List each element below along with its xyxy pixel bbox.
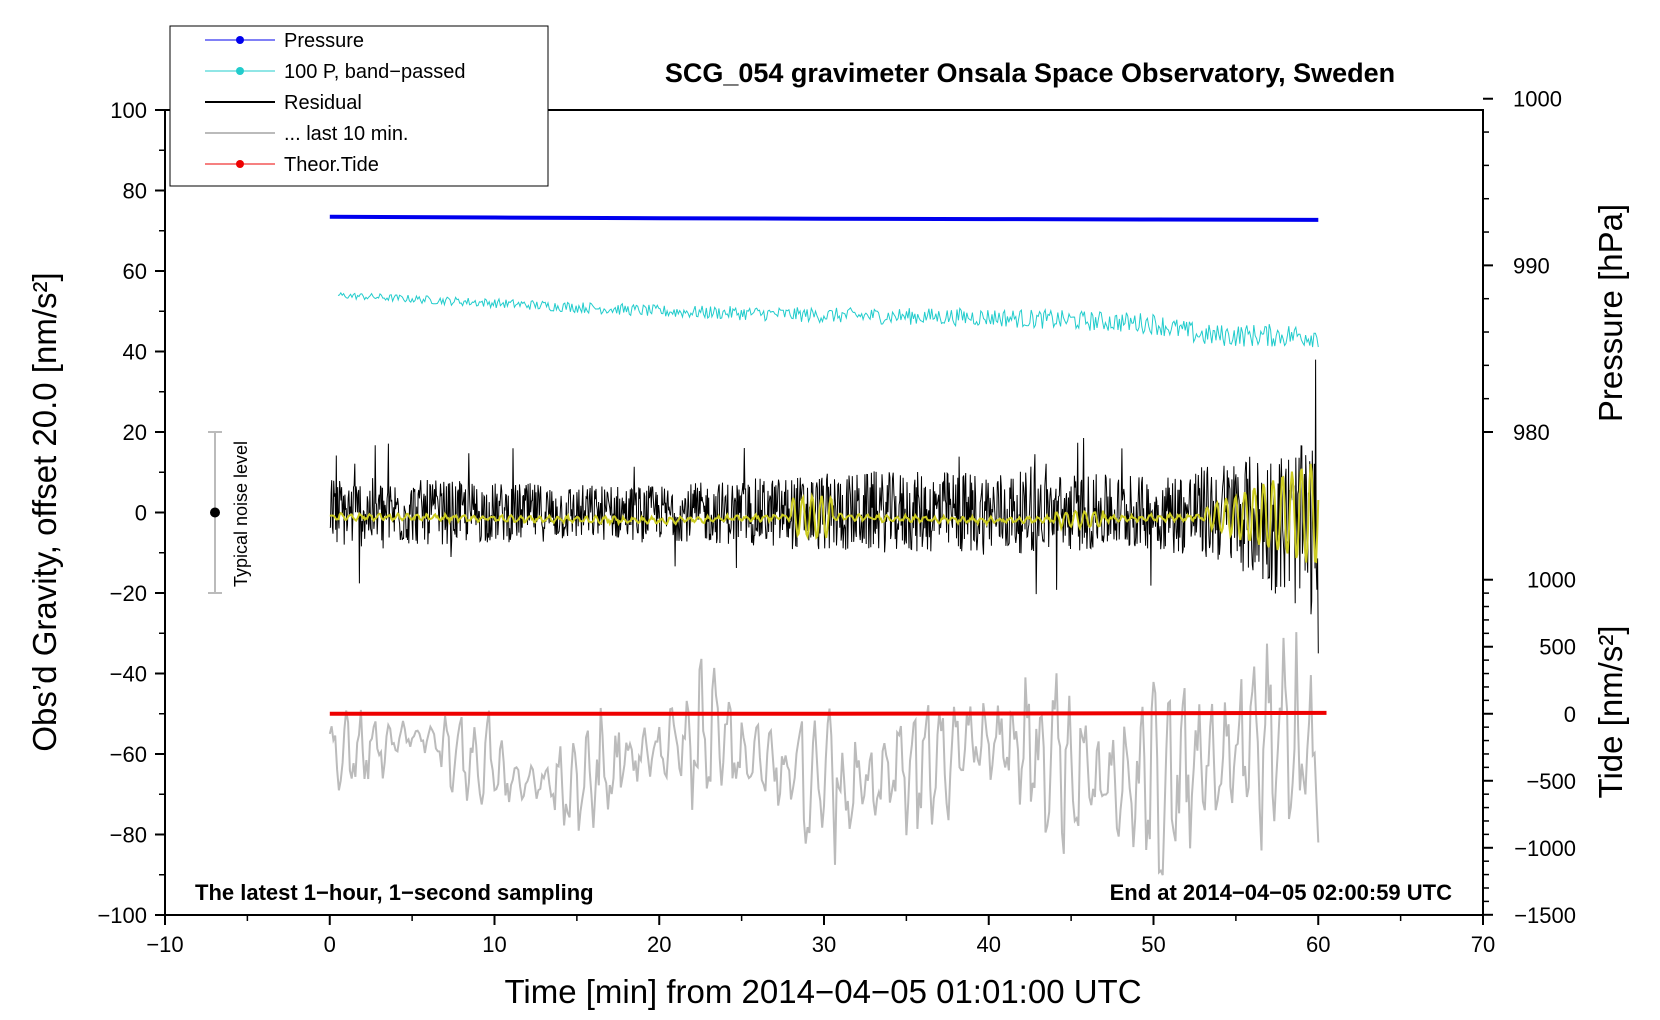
tide-tick-label: 1000 [1527, 568, 1576, 593]
tide-tick-label: 500 [1539, 635, 1576, 660]
x-tick-label: 0 [324, 932, 336, 957]
noise-level-label: Typical noise level [231, 441, 251, 587]
y-tick-label: 40 [123, 340, 147, 365]
pressure-tick-label: 1000 [1513, 87, 1562, 112]
legend: Pressure 100 P, band−passed Residual ...… [169, 25, 549, 187]
end-time-note: End at 2014−04−05 02:00:59 UTC [1110, 880, 1453, 905]
legend-label-theor-tide: Theor.Tide [284, 154, 379, 176]
tide-tick-label: −500 [1526, 769, 1576, 794]
x-tick-label: 50 [1141, 932, 1165, 957]
x-tick-label: 70 [1471, 932, 1495, 957]
series-filtered-residual [329, 463, 1320, 564]
y-axis-label: Obs’d Gravity, offset 20.0 [nm/s²] [26, 272, 63, 751]
tide-tick-label: 0 [1564, 702, 1576, 727]
series-band-passed [337, 291, 1319, 348]
y-tick-label: 100 [110, 98, 147, 123]
pressure-tick-label: 990 [1513, 253, 1550, 278]
y-tick-label: −80 [110, 823, 147, 848]
legend-item-last-10-min: ... last 10 min. [205, 123, 409, 145]
legend-label-last-10-min: ... last 10 min. [284, 123, 409, 145]
pressure-axis-label: Pressure [hPa] [1592, 204, 1629, 422]
legend-label-residual: Residual [284, 92, 362, 114]
x-tick-label: −10 [146, 932, 183, 957]
series-residual [329, 359, 1319, 654]
legend-box [169, 25, 549, 187]
x-tick-label: 10 [482, 932, 506, 957]
x-axis-label: Time [min] from 2014−04−05 01:01:00 UTC [504, 973, 1141, 1010]
legend-marker-theor-tide [236, 160, 244, 168]
series-pressure [329, 214, 1319, 222]
series-theor-tide [329, 710, 1327, 716]
legend-label-pressure: Pressure [284, 30, 364, 52]
legend-item-band-passed: 100 P, band−passed [205, 61, 465, 83]
chart-title: SCG_054 gravimeter Onsala Space Observat… [665, 58, 1395, 88]
noise-bar-center-dot [210, 507, 220, 518]
y-tick-label: 80 [123, 179, 147, 204]
upper-series-layer [329, 214, 1320, 654]
y-tick-label: 20 [123, 420, 147, 445]
x-tick-label: 60 [1306, 932, 1330, 957]
series-last-10-min [328, 632, 1320, 876]
x-tick-label: 30 [812, 932, 836, 957]
x-tick-label: 40 [977, 932, 1001, 957]
legend-label-band-passed: 100 P, band−passed [284, 61, 465, 83]
y-tick-label: −40 [110, 662, 147, 687]
legend-marker-band-passed [236, 67, 244, 75]
sampling-note: The latest 1−hour, 1−second sampling [195, 880, 594, 905]
legend-marker-pressure [236, 36, 244, 44]
legend-item-pressure: Pressure [205, 30, 364, 52]
y-tick-label: −20 [110, 581, 147, 606]
tide-tick-label: −1000 [1514, 836, 1576, 861]
y-tick-label: 0 [135, 501, 147, 526]
tide-tick-label: −1500 [1514, 903, 1576, 928]
axes-layer: −10 0 10 20 30 40 50 60 70−100−80−60−40−20020406… [97, 87, 1576, 957]
legend-item-theor-tide: Theor.Tide [205, 154, 379, 176]
noise-level-indicator: Typical noise level [208, 431, 251, 594]
y-tick-label: −60 [110, 742, 147, 767]
pressure-tick-label: 980 [1513, 420, 1550, 445]
tide-axis-label: Tide [nm/s²] [1592, 626, 1629, 799]
x-tick-label: 20 [647, 932, 671, 957]
legend-item-residual: Residual [205, 92, 362, 114]
y-tick-label: 60 [123, 259, 147, 284]
lower-series-layer [328, 632, 1327, 876]
y-tick-label: −100 [97, 903, 147, 928]
